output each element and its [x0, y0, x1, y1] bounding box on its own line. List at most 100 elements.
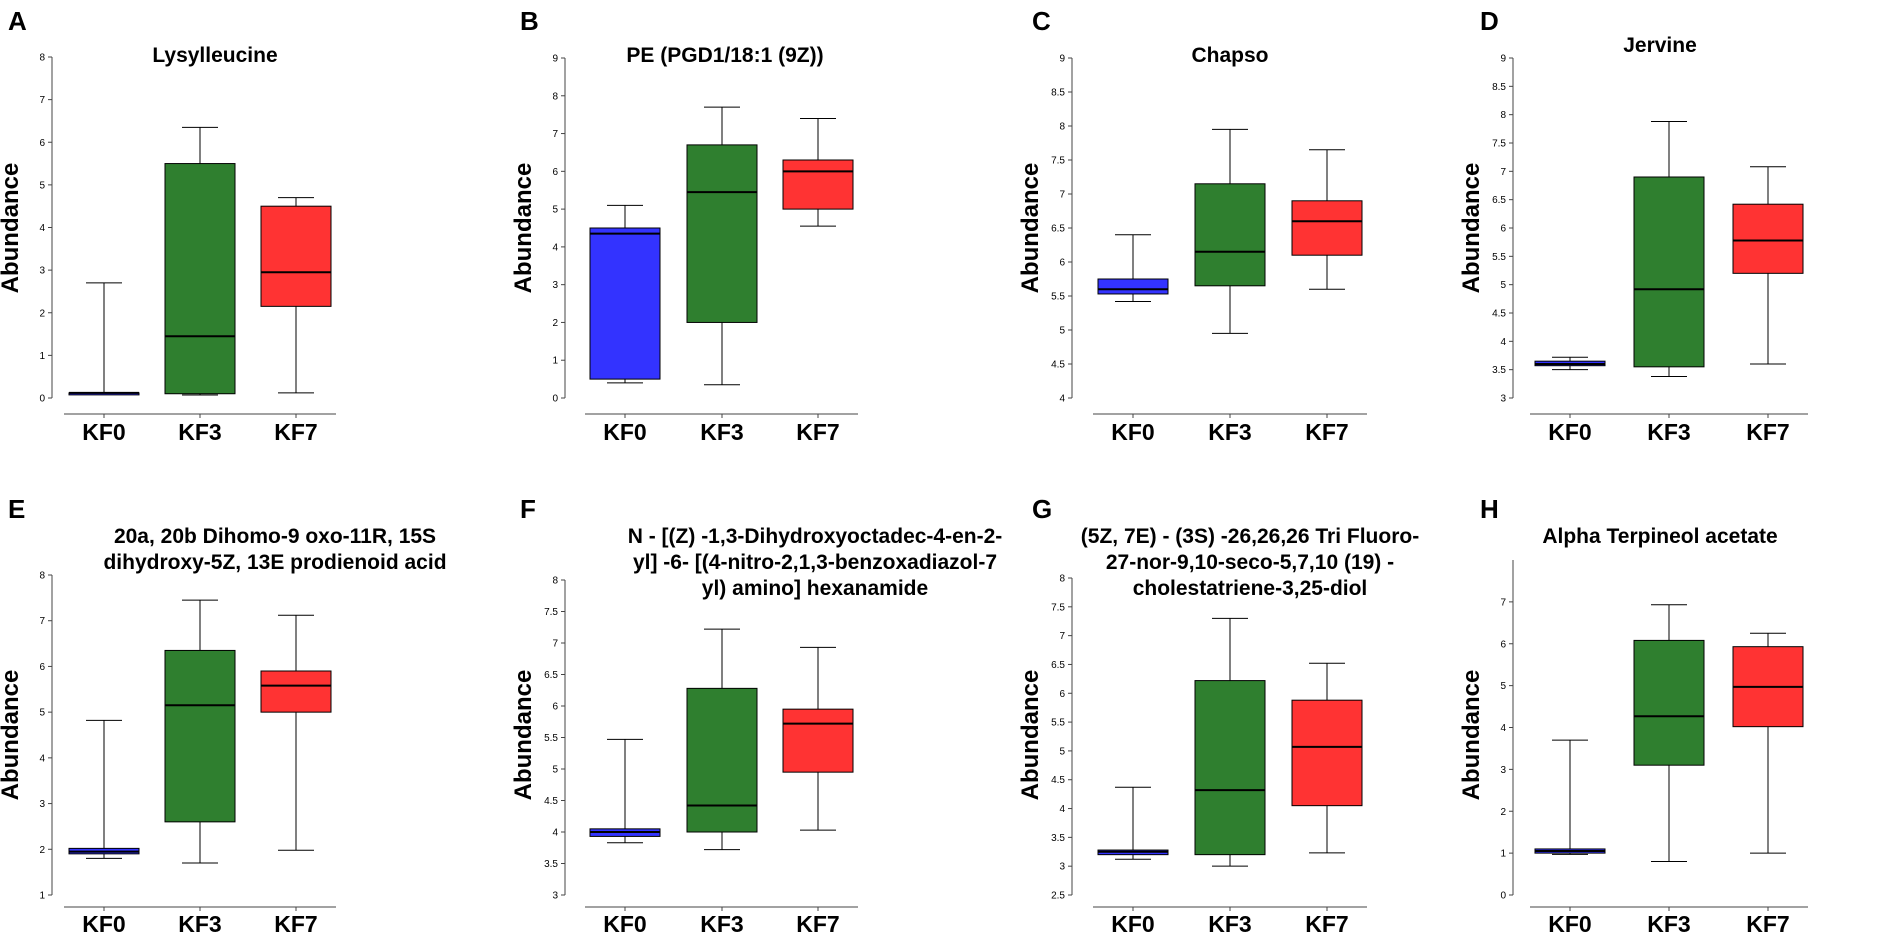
box-kf7	[782, 646, 854, 831]
y-tick-label: 3	[1500, 394, 1506, 405]
x-tick-label: KF3	[700, 911, 743, 935]
iqr-box	[1194, 680, 1266, 856]
box-kf3	[164, 599, 236, 864]
iqr-box	[686, 144, 758, 323]
y-tick-label: 2.5	[1051, 891, 1065, 902]
y-tick-label: 4	[1500, 337, 1506, 348]
x-tick-label: KF7	[796, 911, 839, 935]
chart-title: (5Z, 7E) - (3S) -26,26,26 Tri Fluoro- 27-…	[1081, 525, 1419, 600]
y-tick-label: 3.5	[544, 859, 558, 870]
box-kf3	[686, 628, 758, 851]
y-tick-label: 3	[552, 891, 558, 902]
x-tick-label: KF3	[1647, 911, 1690, 935]
x-tick-label: KF7	[1746, 419, 1789, 445]
box-kf3	[164, 126, 236, 396]
y-tick-label: 5	[1059, 746, 1065, 757]
chart-title-line: 27-nor-9,10-seco-5,7,10 (19) -	[1106, 551, 1394, 574]
y-tick-label: 2	[39, 845, 45, 856]
x-tick-label: KF7	[796, 419, 839, 445]
box-kf3	[1194, 617, 1266, 867]
box-kf3	[686, 106, 758, 386]
y-tick-label: 1	[39, 891, 45, 902]
y-tick-label: 5.5	[1051, 718, 1065, 729]
y-tick-label: 6	[1059, 258, 1065, 269]
iqr-box	[589, 227, 661, 380]
y-tick-label: 0	[1500, 891, 1506, 902]
panel-letter: D	[1480, 6, 1499, 36]
chart-panel-b: B PE (PGD1/18:1 (9Z)) Abundance 0 1 2 3 4 5 6 7 8 9 K…	[510, 6, 858, 445]
box-kf0	[1097, 234, 1169, 302]
y-tick-label: 3.5	[1051, 833, 1065, 844]
panel-letter: B	[520, 6, 539, 36]
y-tick-label: 1	[1500, 849, 1506, 860]
y-tick-label: 7	[39, 95, 45, 106]
box-kf7	[1291, 662, 1363, 854]
panel-letter: H	[1480, 494, 1499, 524]
x-tick-label: KF7	[274, 419, 317, 445]
x-tick-label: KF3	[178, 911, 221, 935]
panel-letter: A	[8, 6, 27, 36]
y-tick-label: 4	[552, 242, 558, 253]
x-tick-label: KF0	[603, 911, 646, 935]
y-tick-label: 4	[39, 223, 45, 234]
box-kf0	[589, 738, 661, 844]
y-tick-label: 6	[1059, 689, 1065, 700]
y-tick-label: 4	[552, 828, 558, 839]
box-kf7	[782, 117, 854, 227]
y-tick-label: 8.5	[1051, 88, 1065, 99]
y-axis-label: Abundance	[1458, 670, 1485, 801]
y-tick-label: 3.5	[1492, 365, 1506, 376]
iqr-box	[1291, 200, 1363, 256]
x-tick-label: KF7	[1305, 911, 1348, 935]
x-tick-label: KF3	[1208, 419, 1251, 445]
panel-letter: F	[520, 494, 536, 524]
y-tick-label: 2	[552, 318, 558, 329]
y-tick-label: 5	[1059, 326, 1065, 337]
y-tick-label: 6.5	[544, 670, 558, 681]
y-tick-label: 7	[1059, 631, 1065, 642]
chart-panel-e: E 20a, 20b Dihomo-9 oxo-11R, 15S dihydroxy…	[0, 494, 447, 935]
box-kf7	[1732, 166, 1804, 365]
chart-panel-f: F N - [(Z) -1,3-Dihydroxyoctadec-4-en-2- y…	[510, 494, 1002, 935]
y-tick-label: 7.5	[1051, 602, 1065, 613]
x-tick-label: KF3	[700, 419, 743, 445]
chart-title-line: Alpha Terpineol acetate	[1542, 525, 1777, 548]
y-axis-label: Abundance	[510, 163, 537, 294]
iqr-box	[1194, 183, 1266, 287]
chart-title-line: PE (PGD1/18:1 (9Z))	[626, 44, 823, 67]
y-tick-label: 8	[39, 571, 45, 582]
y-tick-label: 0	[552, 394, 558, 405]
chart-title: PE (PGD1/18:1 (9Z))	[626, 44, 823, 67]
y-tick-label: 7	[1500, 167, 1506, 178]
y-tick-label: 3	[39, 266, 45, 277]
y-axis-label: Abundance	[0, 670, 24, 801]
y-tick-label: 7	[552, 129, 558, 140]
iqr-box	[1732, 203, 1804, 274]
box-kf3	[1194, 128, 1266, 334]
chart-title-line: N - [(Z) -1,3-Dihydroxyoctadec-4-en-2-	[628, 525, 1003, 548]
y-tick-label: 8	[1059, 574, 1065, 585]
box-kf7	[1291, 149, 1363, 290]
chart-title-line: dihydroxy-5Z, 13E prodienoid acid	[103, 551, 446, 574]
y-tick-label: 5	[1500, 681, 1506, 692]
box-kf0	[68, 282, 140, 396]
y-tick-label: 4.5	[1051, 360, 1065, 371]
box-kf3	[1633, 604, 1705, 862]
box-kf7	[1732, 632, 1804, 854]
y-tick-label: 4	[1059, 394, 1065, 405]
chart-title-line: Lysylleucine	[152, 44, 277, 67]
chart-title: Lysylleucine	[152, 44, 277, 67]
y-tick-label: 7.5	[1492, 139, 1506, 150]
box-kf0	[1534, 739, 1606, 855]
panel-letter: G	[1032, 494, 1052, 524]
y-tick-label: 6.5	[1051, 224, 1065, 235]
chart-title: Chapso	[1191, 44, 1268, 67]
y-tick-label: 5	[39, 708, 45, 719]
iqr-box	[260, 205, 332, 307]
iqr-box	[782, 708, 854, 773]
y-tick-label: 9	[1500, 54, 1506, 65]
box-kf0	[589, 204, 661, 384]
x-tick-label: KF3	[1208, 911, 1251, 935]
y-axis-label: Abundance	[0, 163, 24, 294]
y-tick-label: 3	[39, 799, 45, 810]
